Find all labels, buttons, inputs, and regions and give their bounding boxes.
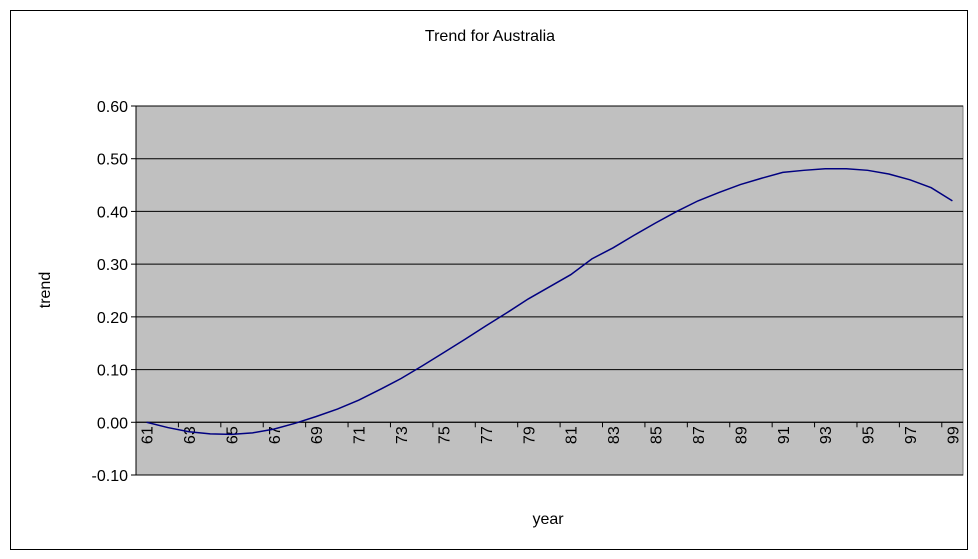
x-tick-label: 85 xyxy=(649,426,666,444)
y-tick-label: 0.30 xyxy=(97,257,128,274)
x-tick-label: 95 xyxy=(861,426,878,444)
x-tick-label: 71 xyxy=(352,426,369,444)
x-axis-label: year xyxy=(532,511,564,528)
y-tick-label: 0.60 xyxy=(97,99,128,116)
x-tick-label: 93 xyxy=(818,426,835,444)
x-tick-label: 89 xyxy=(733,426,750,444)
x-tick-label: 67 xyxy=(267,426,284,444)
y-tick-label: 0.00 xyxy=(97,415,128,432)
y-tick-label: -0.10 xyxy=(92,468,129,485)
x-tick-label: 79 xyxy=(521,426,538,444)
x-tick-label: 83 xyxy=(606,426,623,444)
x-tick-label: 75 xyxy=(436,426,453,444)
x-tick-label: 63 xyxy=(182,426,199,444)
x-tick-label: 87 xyxy=(691,426,708,444)
plot-area xyxy=(135,105,964,476)
chart-title: Trend for Australia xyxy=(425,28,555,45)
y-tick-label: 0.50 xyxy=(97,152,128,169)
x-tick-label: 73 xyxy=(394,426,411,444)
x-tick-label: 65 xyxy=(224,426,241,444)
y-axis-label: trend xyxy=(37,272,54,308)
x-tick-label: 77 xyxy=(479,426,496,444)
y-tick-label: 0.20 xyxy=(97,310,128,327)
y-tick-label: 0.40 xyxy=(97,204,128,221)
x-tick-label: 69 xyxy=(309,426,326,444)
x-tick-label: 97 xyxy=(903,426,920,444)
y-tick-label: 0.10 xyxy=(97,363,128,380)
trend-line xyxy=(146,167,953,436)
x-tick-label: 99 xyxy=(945,426,962,444)
x-tick-label: 81 xyxy=(564,426,581,444)
x-tick-label: 61 xyxy=(140,426,157,444)
x-tick-label: 91 xyxy=(776,426,793,444)
